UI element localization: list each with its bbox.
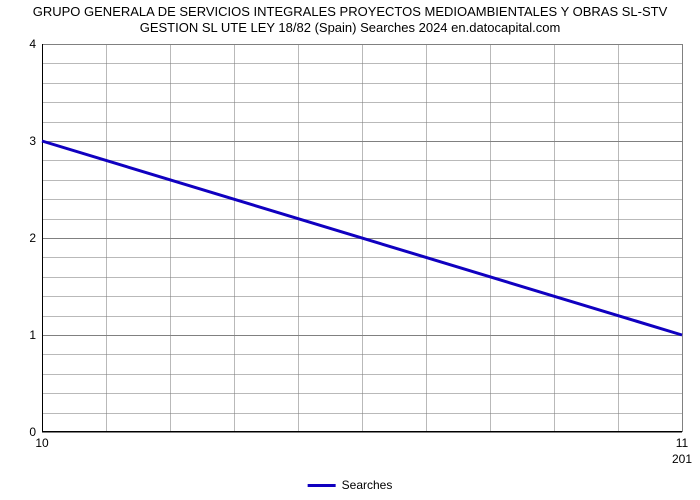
chart-legend: Searches — [308, 478, 393, 492]
grid-line-x — [682, 44, 683, 432]
y-tick-label: 3 — [29, 134, 36, 148]
series-svg — [42, 44, 682, 432]
chart-plot-area: 012341011201 — [42, 44, 682, 432]
y-tick-label: 4 — [29, 37, 36, 51]
grid-line-y — [42, 432, 682, 433]
legend-swatch — [308, 484, 336, 487]
y-tick-label: 2 — [29, 231, 36, 245]
x-sub-label: 201 — [672, 452, 692, 466]
x-tick-label: 10 — [35, 436, 48, 450]
legend-label: Searches — [342, 478, 393, 492]
series-line-searches — [42, 141, 682, 335]
chart-title: GRUPO GENERALA DE SERVICIOS INTEGRALES P… — [0, 4, 700, 37]
y-tick-label: 1 — [29, 328, 36, 342]
x-tick-label: 11 — [676, 436, 688, 450]
